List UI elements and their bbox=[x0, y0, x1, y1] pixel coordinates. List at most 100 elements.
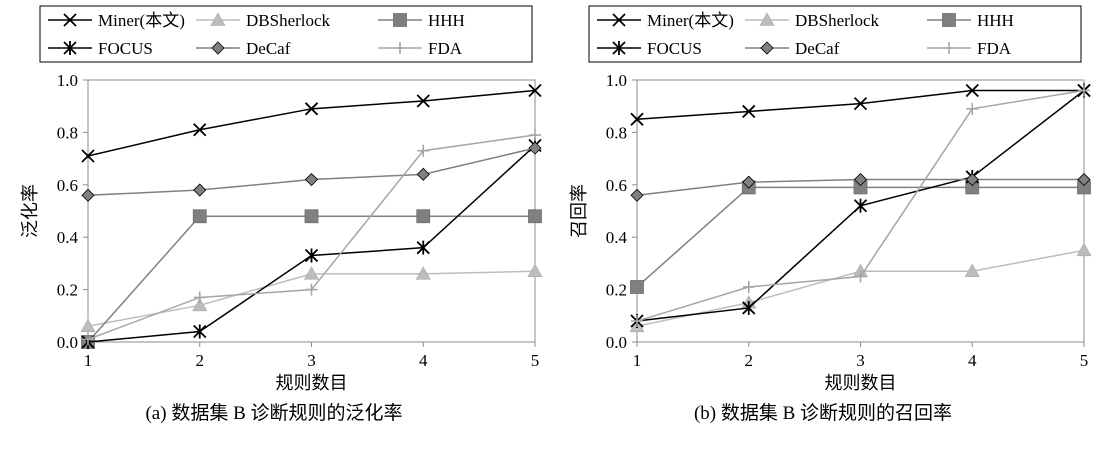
data-point bbox=[192, 297, 208, 312]
asterisk-marker-stroke bbox=[63, 41, 77, 55]
series-hhh bbox=[630, 180, 1091, 294]
series-line bbox=[636, 249, 1085, 328]
triangle-marker-shape bbox=[192, 297, 208, 312]
triangle-marker-shape bbox=[527, 263, 543, 278]
chart-panel-recall: 0.0 0.2 0.4 0.6 0.8 1.0 1 2 3 4 5 规则数目 召回率 Miner(本文) D… bbox=[549, 0, 1097, 450]
x-tick-label: 2 bbox=[745, 351, 754, 370]
plus-marker-stroke bbox=[854, 270, 867, 283]
series-line bbox=[87, 147, 536, 197]
series-miner bbox=[81, 83, 542, 163]
diamond-marker-shape bbox=[1077, 172, 1091, 187]
legend-marker bbox=[394, 42, 406, 54]
data-point bbox=[305, 283, 318, 296]
legend-label: DeCaf bbox=[795, 39, 840, 58]
x-marker-stroke bbox=[63, 13, 77, 27]
x-tick-label: 5 bbox=[1080, 351, 1089, 370]
series-line bbox=[87, 134, 536, 341]
plus-marker-stroke bbox=[529, 129, 541, 142]
data-point bbox=[742, 280, 755, 293]
series-fda bbox=[82, 129, 541, 346]
data-point bbox=[416, 240, 430, 255]
square-marker-shape bbox=[942, 13, 956, 27]
legend-label: HHH bbox=[977, 11, 1014, 30]
diamond-marker-shape bbox=[193, 183, 207, 197]
plus-marker-stroke bbox=[417, 144, 430, 157]
x-marker-stroke bbox=[965, 83, 979, 98]
legend-entry-miner: Miner(本文) bbox=[48, 11, 185, 30]
data-point bbox=[854, 270, 867, 283]
legend-marker bbox=[942, 13, 956, 27]
y-tick-label: 0.4 bbox=[606, 228, 628, 247]
legend-label: FOCUS bbox=[647, 39, 702, 58]
data-point bbox=[415, 266, 431, 280]
x-marker-stroke bbox=[742, 104, 756, 119]
legend-entry-dbsherlock: DBSherlock bbox=[745, 11, 880, 30]
data-point bbox=[853, 96, 868, 111]
series-line bbox=[87, 89, 536, 157]
legend-marker bbox=[210, 12, 226, 26]
legend-entry-focus: FOCUS bbox=[597, 39, 702, 58]
legend-label: HHH bbox=[428, 11, 465, 30]
square-marker-shape bbox=[304, 209, 319, 224]
plus-marker-stroke bbox=[742, 280, 755, 293]
data-point bbox=[416, 94, 430, 108]
legend-label: FDA bbox=[428, 39, 463, 58]
legend-marker bbox=[760, 41, 774, 55]
triangle-marker-shape bbox=[210, 12, 226, 26]
data-point bbox=[853, 172, 868, 187]
legend-label: DeCaf bbox=[246, 39, 291, 58]
square-marker-shape bbox=[528, 209, 542, 224]
data-point bbox=[303, 266, 320, 280]
data-point bbox=[416, 167, 430, 181]
diamond-marker-shape bbox=[528, 141, 542, 155]
asterisk-marker-stroke bbox=[193, 324, 207, 339]
x-marker-stroke bbox=[416, 94, 430, 108]
legend-box bbox=[39, 5, 533, 63]
y-tick-label: 0.4 bbox=[57, 228, 79, 247]
data-point bbox=[1076, 242, 1092, 257]
legend-entry-hhh: HHH bbox=[927, 11, 1014, 30]
series-dbsherlock bbox=[629, 242, 1092, 333]
y-tick-label: 0.8 bbox=[606, 123, 627, 142]
square-marker-shape bbox=[393, 13, 407, 27]
series-miner bbox=[630, 83, 1091, 126]
y-tick-label: 0.8 bbox=[57, 123, 78, 142]
x-tick-label: 5 bbox=[531, 351, 540, 370]
asterisk-marker-stroke bbox=[304, 248, 319, 263]
data-point bbox=[742, 175, 756, 189]
x-tick-label: 4 bbox=[968, 351, 977, 370]
legend-label: DBSherlock bbox=[795, 11, 880, 30]
series-decaf bbox=[630, 172, 1091, 202]
x-marker-stroke bbox=[630, 112, 644, 126]
legend-marker bbox=[612, 41, 626, 55]
data-point bbox=[81, 188, 95, 202]
x-axis-title: 规则数目 bbox=[276, 373, 348, 393]
recall-chart: 0.0 0.2 0.4 0.6 0.8 1.0 1 2 3 4 5 规则数目 召回率 Miner(本文) D… bbox=[569, 5, 1092, 393]
y-tick-label: 0.2 bbox=[57, 281, 78, 300]
generalization-chart: 0.0 0.2 0.4 0.6 0.8 1.0 1 2 3 4 5 规则数目 泛化率 Miner(本文) D… bbox=[20, 5, 543, 393]
y-axis-title: 召回率 bbox=[569, 184, 589, 238]
legend-entry-dbsherlock: DBSherlock bbox=[196, 11, 331, 30]
legend-label: DBSherlock bbox=[246, 11, 331, 30]
diamond-marker-shape bbox=[853, 172, 868, 187]
x-marker-stroke bbox=[81, 149, 95, 163]
series-fda bbox=[631, 84, 1090, 328]
y-tick-label: 0.2 bbox=[606, 281, 627, 300]
y-tick-label: 1.0 bbox=[57, 71, 78, 90]
y-tick-label: 0.0 bbox=[57, 333, 78, 352]
asterisk-marker-stroke bbox=[612, 41, 626, 55]
data-point bbox=[529, 129, 541, 142]
plus-marker-stroke bbox=[943, 42, 955, 54]
plus-marker-stroke bbox=[305, 283, 318, 296]
x-tick-label: 4 bbox=[419, 351, 428, 370]
asterisk-marker-stroke bbox=[416, 240, 430, 255]
x-marker-stroke bbox=[193, 123, 207, 137]
data-point bbox=[528, 83, 542, 98]
series-focus bbox=[81, 138, 542, 349]
asterisk-marker-stroke bbox=[742, 300, 756, 315]
data-point bbox=[304, 248, 319, 263]
diamond-marker-shape bbox=[416, 167, 430, 181]
y-axis-title: 泛化率 bbox=[20, 184, 40, 238]
data-point bbox=[528, 209, 542, 224]
y-tick-label: 0.0 bbox=[606, 333, 627, 352]
